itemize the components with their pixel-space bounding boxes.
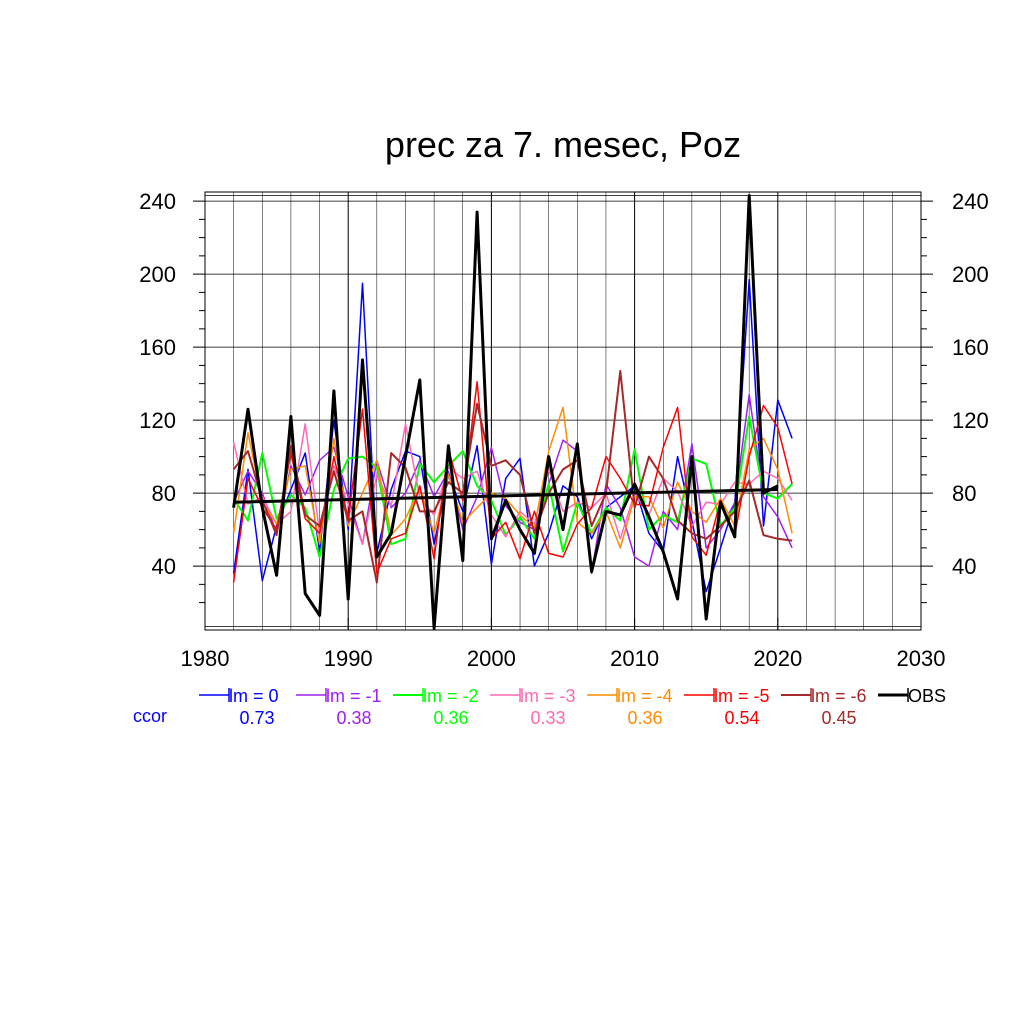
y-tick-label-right: 200 xyxy=(952,262,989,287)
legend-label-7: OBS xyxy=(908,686,946,706)
y-tick-label-left: 240 xyxy=(139,189,176,214)
legend-label-4: lm = -4 xyxy=(617,686,673,706)
y-tick-label-right: 40 xyxy=(952,554,976,579)
series-line-7 xyxy=(232,194,779,630)
y-tick-label-right: 80 xyxy=(952,481,976,506)
legend-ccor-2: 0.36 xyxy=(433,708,468,728)
legend-label-0: lm = 0 xyxy=(229,686,279,706)
y-tick-label-right: 240 xyxy=(952,189,989,214)
x-tick-label: 2020 xyxy=(753,646,802,671)
y-tick-label-left: 40 xyxy=(152,554,176,579)
y-tick-label-right: 160 xyxy=(952,335,989,360)
x-tick-label: 2010 xyxy=(610,646,659,671)
y-tick-label-left: 200 xyxy=(139,262,176,287)
y-tick-label-left: 80 xyxy=(152,481,176,506)
x-tick-label: 2000 xyxy=(467,646,516,671)
series-lines xyxy=(232,194,793,630)
legend-label-6: lm = -6 xyxy=(811,686,867,706)
grid xyxy=(205,192,921,630)
legend-label-5: lm = -5 xyxy=(714,686,770,706)
trend-line xyxy=(233,487,778,504)
legend-label-2: lm = -2 xyxy=(423,686,479,706)
ccor-label: ccor xyxy=(133,706,167,726)
x-tick-label: 1990 xyxy=(324,646,373,671)
x-tick-label: 1980 xyxy=(181,646,230,671)
x-tick-label: 2030 xyxy=(897,646,946,671)
plot-border xyxy=(204,191,922,631)
y-tick-label-left: 120 xyxy=(139,408,176,433)
legend-ccor-0: 0.73 xyxy=(239,708,274,728)
legend-ccor-3: 0.33 xyxy=(530,708,565,728)
plot-frame xyxy=(204,191,922,631)
legend-ccor-1: 0.38 xyxy=(336,708,371,728)
legend-ccor-6: 0.45 xyxy=(821,708,856,728)
y-tick-label-right: 120 xyxy=(952,408,989,433)
y-tick-label-left: 160 xyxy=(139,335,176,360)
chart-title: prec za 7. mesec, Poz xyxy=(385,124,741,165)
legend-ccor-5: 0.54 xyxy=(724,708,759,728)
axis-ticks: 1980 1990 2000 2010 2020 2030 40 40 80 80 120 120 16… xyxy=(139,189,988,671)
legend-ccor-4: 0.36 xyxy=(627,708,662,728)
legend-label-1: lm = -1 xyxy=(326,686,382,706)
legend-label-3: lm = -3 xyxy=(520,686,576,706)
